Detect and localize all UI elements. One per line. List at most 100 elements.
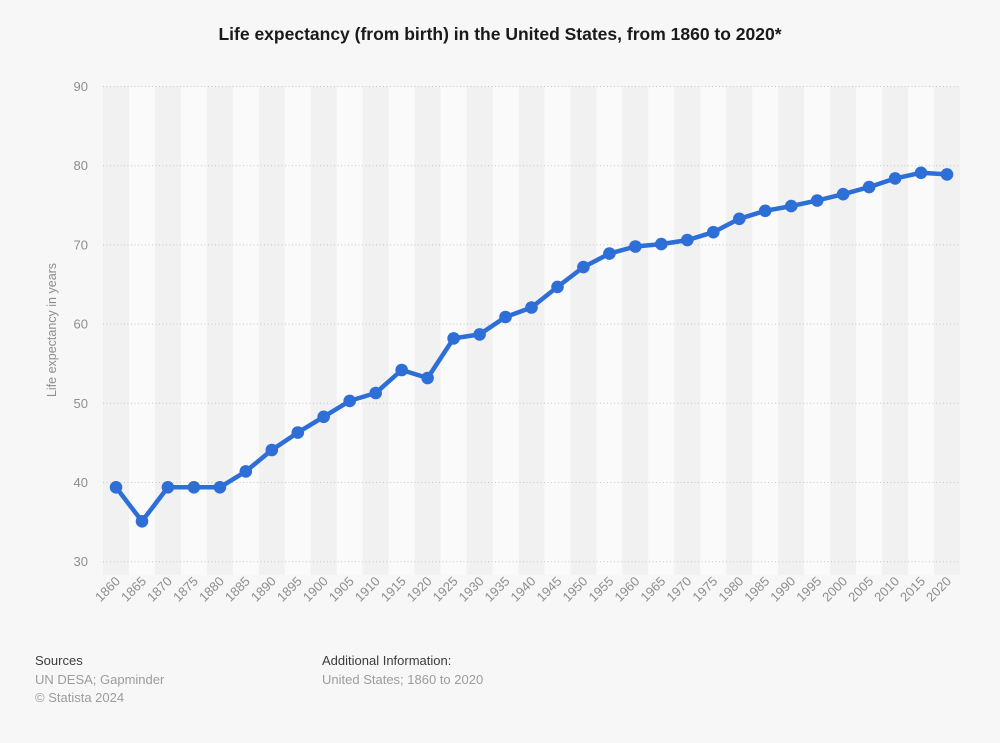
y-tick-label: 60 <box>74 317 88 332</box>
data-point-2020[interactable] <box>940 168 954 181</box>
x-tick-label: 1860 <box>92 574 123 605</box>
plot-band <box>726 86 753 575</box>
additional-info-block: Additional Information: United States; 1… <box>322 652 483 689</box>
data-point-1945[interactable] <box>551 280 564 294</box>
x-tick-label: 1975 <box>689 574 720 605</box>
data-point-1920[interactable] <box>421 371 434 385</box>
plot-band <box>674 86 701 575</box>
data-point-1930[interactable] <box>473 328 486 341</box>
x-tick-label: 1950 <box>559 574 590 605</box>
data-point-1900[interactable] <box>317 410 331 424</box>
y-tick-label: 70 <box>74 237 88 252</box>
data-point-1925[interactable] <box>447 332 460 345</box>
x-tick-label: 1880 <box>196 574 227 605</box>
copyright-text: © Statista 2024 <box>35 690 125 705</box>
data-point-2010[interactable] <box>888 172 902 185</box>
y-tick-label: 90 <box>74 79 88 94</box>
x-tick-label: 1940 <box>508 574 539 605</box>
x-tick-label: 1915 <box>378 574 409 605</box>
x-tick-label: 2020 <box>923 574 954 605</box>
x-tick-label: 1990 <box>767 574 798 605</box>
x-tick-label: 1910 <box>352 574 383 605</box>
x-tick-label: 2015 <box>897 574 928 605</box>
data-point-2015[interactable] <box>914 166 928 180</box>
x-tick-label: 1885 <box>222 574 253 605</box>
x-tick-label: 1920 <box>404 574 435 605</box>
data-point-1940[interactable] <box>525 301 538 314</box>
data-point-1910[interactable] <box>369 386 383 400</box>
plot-band <box>622 86 649 575</box>
data-point-2000[interactable] <box>836 187 850 201</box>
x-tick-label: 1925 <box>430 574 461 605</box>
y-tick-label: 30 <box>74 554 88 569</box>
x-tick-label: 1870 <box>144 574 175 605</box>
y-tick-label: 50 <box>74 396 88 411</box>
data-point-1985[interactable] <box>758 204 772 218</box>
plot-band <box>180 86 207 575</box>
plot-band <box>206 86 233 575</box>
x-tick-label: 1875 <box>170 574 201 605</box>
additional-info-text: United States; 1860 to 2020 <box>322 671 484 687</box>
x-tick-label: 1980 <box>715 574 746 605</box>
plot-band <box>440 86 467 575</box>
data-point-1890[interactable] <box>265 443 279 457</box>
data-point-1955[interactable] <box>603 247 616 260</box>
data-point-1990[interactable] <box>784 199 798 213</box>
plot-band <box>544 86 571 575</box>
plot-band <box>752 86 779 575</box>
plot-band <box>388 86 415 575</box>
data-point-1975[interactable] <box>707 225 720 239</box>
x-tick-label: 1960 <box>611 574 642 605</box>
data-point-1865[interactable] <box>135 515 149 528</box>
plot-band <box>648 86 675 575</box>
plot-band <box>128 86 155 575</box>
plot-band <box>414 86 441 575</box>
data-point-2005[interactable] <box>862 180 876 194</box>
x-tick-label: 1900 <box>300 574 331 605</box>
sources-text: UN DESA; Gapminder <box>35 671 165 687</box>
data-point-1860[interactable] <box>109 481 123 494</box>
data-point-1995[interactable] <box>810 194 824 207</box>
x-tick-label: 1995 <box>793 574 824 605</box>
data-point-1870[interactable] <box>161 481 175 494</box>
x-tick-label: 1905 <box>326 574 357 605</box>
x-tick-label: 1865 <box>118 574 149 605</box>
plot-band <box>908 86 935 575</box>
chart-title: Life expectancy (from birth) in the Unit… <box>218 24 782 44</box>
data-point-1885[interactable] <box>239 465 253 478</box>
x-tick-label: 1935 <box>482 574 513 605</box>
data-point-1965[interactable] <box>655 237 668 251</box>
plot-band <box>232 86 259 575</box>
plot-band <box>362 86 389 575</box>
y-tick-label: 80 <box>74 158 88 173</box>
data-point-1960[interactable] <box>629 240 642 253</box>
data-point-1970[interactable] <box>681 233 694 247</box>
x-tick-label: 1955 <box>585 574 616 605</box>
x-tick-label: 2000 <box>819 574 850 605</box>
x-tick-label: 1890 <box>248 574 279 605</box>
data-point-1905[interactable] <box>343 394 357 408</box>
plot-band <box>284 86 311 575</box>
data-point-1935[interactable] <box>499 310 512 324</box>
data-point-1950[interactable] <box>577 260 590 274</box>
x-tick-label: 1970 <box>663 574 694 605</box>
plot-band <box>934 86 960 575</box>
x-tick-label: 1945 <box>534 574 565 605</box>
additional-info-heading: Additional Information: <box>322 653 452 668</box>
plot-band <box>258 86 285 575</box>
data-point-1915[interactable] <box>395 363 409 377</box>
plot-band <box>310 86 337 575</box>
x-tick-label: 1895 <box>274 574 305 605</box>
data-point-1980[interactable] <box>733 212 746 226</box>
plot-band <box>570 86 597 575</box>
plot-band <box>830 86 857 575</box>
plot-band <box>336 86 363 575</box>
x-tick-label: 1965 <box>637 574 668 605</box>
y-axis-title: Life expectancy in years <box>45 263 59 397</box>
data-point-1895[interactable] <box>291 426 305 439</box>
data-point-1875[interactable] <box>187 481 201 494</box>
sources-block: Sources UN DESA; Gapminder © Statista 20… <box>35 652 164 708</box>
plot-band <box>882 86 909 575</box>
data-point-1880[interactable] <box>213 481 227 494</box>
